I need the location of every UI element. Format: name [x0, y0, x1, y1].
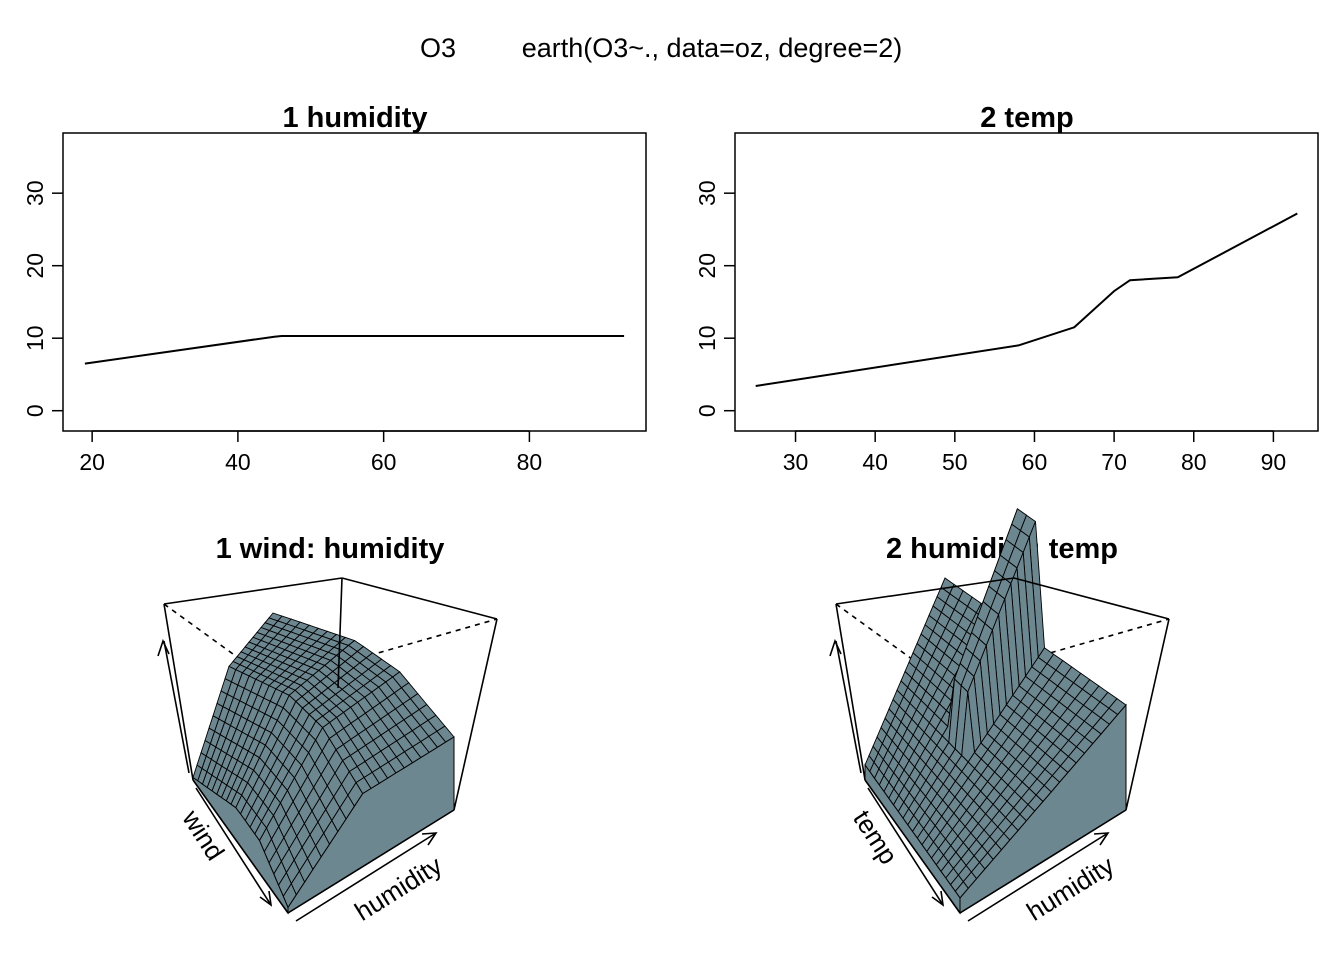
axis-arrows: [829, 638, 1110, 922]
axis-arrows: [157, 638, 438, 922]
x-tick-label: 90: [1261, 449, 1287, 475]
x-tick-label: 30: [783, 449, 809, 475]
x-tick-label: 70: [1101, 449, 1127, 475]
humidity-temp-surface: [864, 508, 1127, 915]
x-tick-label: 60: [1022, 449, 1048, 475]
surface-skirt: [959, 703, 1127, 914]
panel-humidity-frame: [62, 132, 647, 432]
panel-temp-title: 2 temp: [980, 102, 1073, 134]
panel-wind-humidity: 1 wind: humidity wind humidity: [157, 533, 498, 927]
panel-temp-frame: [734, 132, 1319, 432]
panel-temp-line: [755, 212, 1298, 387]
y-tick-label: 30: [694, 180, 720, 206]
panel-humidity: 1 humidity 20 40 60 80 0 10 20 30: [22, 102, 647, 475]
panel-humidity-line: [84, 335, 625, 365]
panel-humidity-y-axis: 0 10 20 30: [22, 180, 63, 417]
panel-temp-x-axis: 30 40 50 60 70 80 90: [783, 430, 1287, 475]
y-tick-label: 20: [694, 253, 720, 279]
x-tick-label: 40: [225, 449, 251, 475]
box-front-edges: [835, 577, 1170, 914]
x-tick-label: 80: [1181, 449, 1207, 475]
panel-humidity-title: 1 humidity: [282, 102, 427, 134]
y-tick-label: 0: [694, 404, 720, 417]
y-tick-label: 10: [22, 325, 48, 351]
panel-temp: 2 temp 30 40 50 60 70 80 90 0 10 20 30: [694, 102, 1319, 475]
panel-humidity-x-axis: 20 40 60 80: [79, 430, 543, 475]
y-tick-label: 10: [694, 325, 720, 351]
y-tick-label: 20: [22, 253, 48, 279]
y-tick-label: 30: [22, 180, 48, 206]
x-tick-label: 50: [942, 449, 968, 475]
box-front-edges: [163, 577, 498, 914]
x-tick-label: 60: [371, 449, 397, 475]
panel-humidity-temp: 2 humidity: temp temp humidity: [829, 508, 1170, 927]
x-tick-label: 40: [862, 449, 888, 475]
figure-response-label: O3: [420, 33, 456, 63]
panel-wind-humidity-title: 1 wind: humidity: [216, 533, 445, 565]
y-tick-label: 0: [22, 404, 48, 417]
surface-skirt: [287, 736, 455, 914]
panel-temp-y-axis: 0 10 20 30: [694, 180, 735, 417]
surface-skirt: [864, 763, 961, 915]
x-tick-label: 80: [517, 449, 543, 475]
x-tick-label: 20: [79, 449, 105, 475]
figure-call-title: earth(O3~., data=oz, degree=2): [522, 33, 903, 63]
